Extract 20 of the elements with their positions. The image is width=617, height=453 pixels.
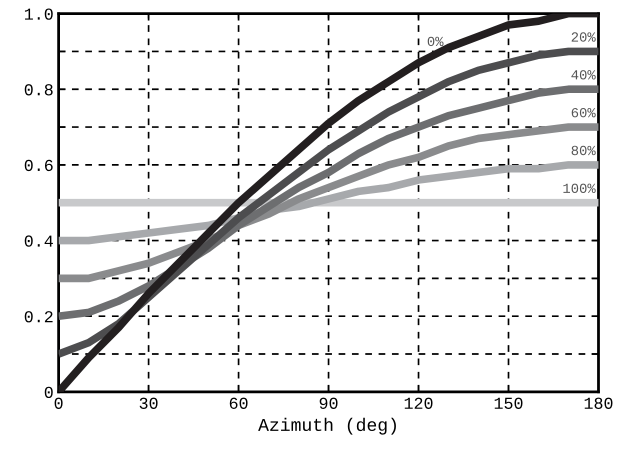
x-tick-label: 30: [140, 398, 158, 409]
series-label: 60%: [572, 108, 596, 118]
y-tick-label: 0.8: [24, 84, 53, 96]
series-label: 40%: [571, 70, 596, 80]
x-axis-title: Azimuth (deg): [258, 418, 396, 435]
x-tick-label: 120: [404, 398, 433, 409]
x-tick-label: 150: [494, 398, 522, 409]
y-tick-label: 0.4: [24, 235, 53, 247]
x-tick-label: 180: [584, 398, 612, 409]
series-label: 100%: [563, 184, 596, 194]
series-label: 0%: [428, 36, 444, 46]
x-tick-label: 90: [320, 398, 338, 409]
x-tick-label: 60: [230, 398, 248, 409]
series-label: 80%: [572, 146, 596, 156]
y-tick-label: 0: [44, 386, 53, 398]
y-tick-label: 1.0: [24, 8, 53, 20]
series-label: 20%: [572, 32, 596, 42]
y-tick-label: 0.2: [24, 311, 53, 322]
y-tick-label: 0.6: [24, 160, 53, 172]
x-tick-label: 0: [54, 398, 63, 409]
